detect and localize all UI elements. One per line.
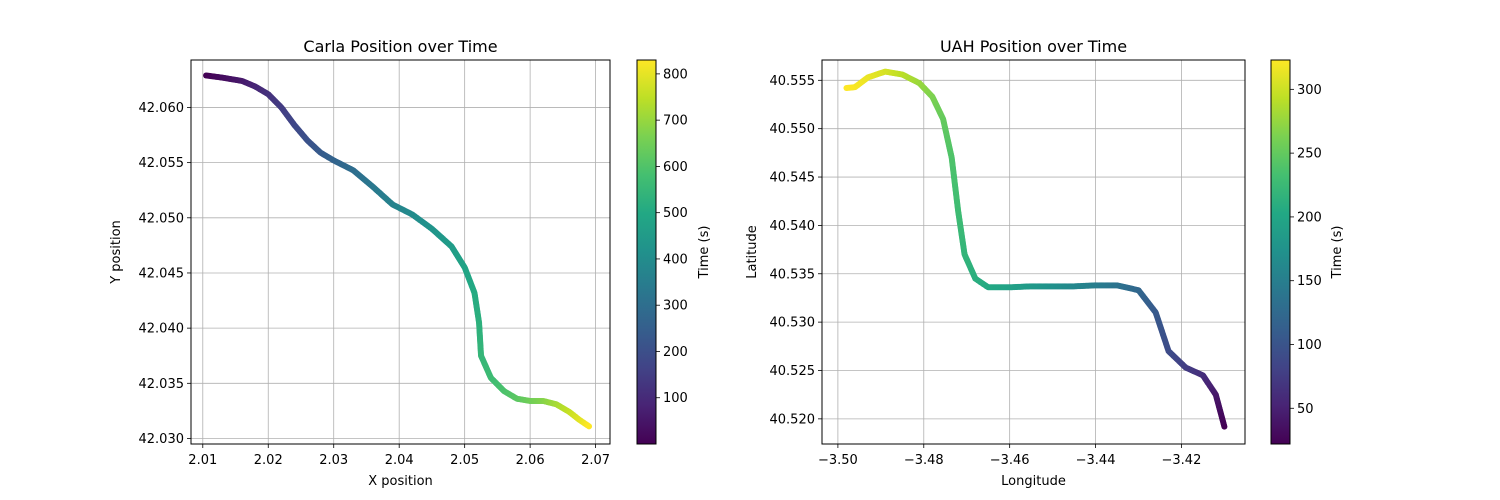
colorbar-tick-label: 500 (663, 206, 688, 221)
y-tick-label: 40.520 (770, 412, 816, 427)
trajectory-point (586, 423, 593, 430)
uah-position-chart: −3.50 −3.48 −3.46 −3.44 −3.42 40.520 40.525 40.… (745, 37, 1345, 489)
y-axis-label: Y position (109, 220, 124, 285)
colorbar-label: Time (s) (697, 226, 712, 280)
carla-position-chart: 2.01 2.02 2.03 2.04 2.05 2.06 2.07 42.030 42.035… (109, 37, 712, 489)
trajectory-point (843, 85, 850, 92)
trajectory-series (843, 68, 1228, 430)
gridlines (191, 60, 610, 444)
y-tick-label: 42.060 (139, 101, 185, 116)
colorbar-tick-label: 300 (1297, 83, 1322, 98)
colorbar-ticks: 100 200 300 400 500 600 700 800 (656, 67, 688, 406)
y-tick-label: 42.050 (139, 211, 185, 226)
x-axis-label: X position (368, 474, 433, 489)
x-tick-label: −3.44 (1076, 453, 1116, 468)
colorbar-tick-label: 100 (663, 391, 688, 406)
x-tick-label: −3.48 (904, 453, 944, 468)
colorbar-tick-label: 150 (1297, 274, 1322, 289)
colorbar-ticks: 50 100 150 200 250 300 (1290, 83, 1322, 417)
x-tick-label: −3.42 (1162, 453, 1202, 468)
chart-title: Carla Position over Time (303, 37, 497, 56)
colorbar-tick-label: 100 (1297, 338, 1322, 353)
y-tick-label: 40.530 (770, 316, 816, 331)
colorbar-tick-label: 700 (663, 114, 688, 129)
x-axis-label: Longitude (1001, 474, 1066, 489)
plot-frame (821, 59, 1246, 445)
colorbar-tick-label: 250 (1297, 147, 1322, 162)
colorbar-label: Time (s) (1330, 226, 1345, 280)
x-tick-label: −3.50 (818, 453, 858, 468)
colorbar-tick-label: 200 (1297, 210, 1322, 225)
plot-frame (190, 59, 611, 445)
gridlines (822, 60, 1245, 444)
colorbar-tick-label: 800 (663, 67, 688, 82)
y-axis-label: Latitude (745, 225, 760, 279)
y-tick-label: 40.525 (770, 364, 816, 379)
x-tick-label: 2.03 (319, 453, 348, 468)
colorbar-tick-label: 200 (663, 345, 688, 360)
y-tick-label: 40.545 (770, 171, 816, 186)
colorbar-tick-label: 400 (663, 252, 688, 267)
y-tick-label: 40.550 (770, 122, 816, 137)
y-tick-label: 40.540 (770, 219, 816, 234)
y-tick-label: 40.555 (770, 74, 816, 89)
colorbar (1270, 59, 1291, 445)
x-tick-label: 2.06 (516, 453, 545, 468)
chart-title: UAH Position over Time (940, 37, 1127, 56)
x-tick-label: 2.07 (581, 453, 610, 468)
trajectory-series (203, 72, 593, 430)
y-tick-label: 42.045 (139, 266, 185, 281)
y-tick-label: 42.055 (139, 156, 185, 171)
y-tick-label: 42.035 (139, 377, 185, 392)
colorbar-tick-label: 600 (663, 160, 688, 175)
x-tick-label: 2.01 (188, 453, 217, 468)
colorbar-tick-label: 50 (1297, 402, 1314, 417)
x-tick-label: 2.02 (254, 453, 283, 468)
axis-ticks: −3.50 −3.48 −3.46 −3.44 −3.42 40.520 40.525 40.… (770, 74, 1202, 468)
x-tick-label: 2.04 (385, 453, 414, 468)
x-tick-label: 2.05 (450, 453, 479, 468)
colorbar-tick-label: 300 (663, 299, 688, 314)
y-tick-label: 42.030 (139, 432, 185, 447)
axis-ticks: 2.01 2.02 2.03 2.04 2.05 2.06 2.07 42.030 42.035… (139, 101, 611, 468)
y-tick-label: 40.535 (770, 267, 816, 282)
x-tick-label: −3.46 (990, 453, 1030, 468)
colorbar (636, 59, 657, 445)
y-tick-label: 42.040 (139, 322, 185, 337)
